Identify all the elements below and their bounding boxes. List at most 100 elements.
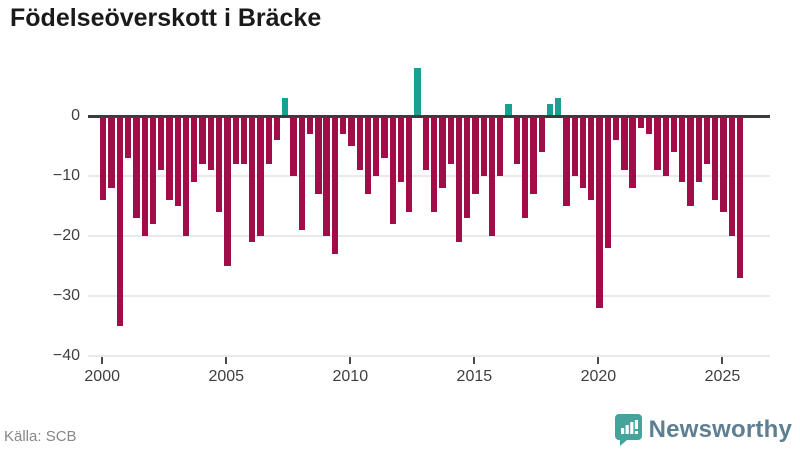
bar-2007-t2	[282, 98, 289, 116]
bar-2006-t1	[249, 116, 256, 242]
bar-2005-t2	[232, 116, 239, 164]
bar-2019-t2	[579, 116, 587, 188]
newsworthy-speech-bubble-chart-icon	[614, 414, 642, 446]
bar-2014-t3	[464, 116, 471, 218]
bar-2015-t2	[480, 116, 487, 176]
bar-2011-t2	[381, 116, 388, 158]
bar-2023-t2	[679, 116, 686, 182]
bar-2002-t2	[158, 116, 165, 170]
bar-2013-t1	[422, 116, 430, 170]
bar-2019-t3	[588, 116, 595, 200]
bar-2016-t2	[505, 104, 512, 116]
x-axis-tick	[349, 357, 352, 364]
y-axis-label: −10	[52, 167, 80, 184]
bar-2010-t2	[356, 116, 363, 170]
x-axis-label: 2010	[332, 368, 369, 385]
bar-2011-t1	[373, 116, 380, 176]
y-gridline	[88, 355, 770, 357]
bar-2016-t3	[513, 116, 520, 164]
x-axis-label: 2005	[208, 368, 245, 385]
x-axis-tick	[721, 357, 724, 364]
bar-2020-t1	[596, 116, 603, 308]
bar-2001-t2	[133, 116, 140, 218]
y-axis-label: −20	[52, 227, 80, 244]
bar-2022-t3	[662, 116, 669, 176]
x-axis-label: 2025	[704, 368, 741, 385]
source-note: Källa: SCB	[4, 428, 77, 445]
y-gridline	[88, 295, 770, 297]
newsworthy-logo[interactable]: Newsworthy	[614, 414, 792, 446]
x-axis-label: 2020	[580, 368, 617, 385]
bar-2010-t1	[348, 116, 355, 146]
bar-2015-t1	[472, 116, 479, 194]
newsworthy-wordmark: Newsworthy	[648, 416, 792, 443]
bar-2000-t2	[108, 116, 115, 188]
bar-2000-t1	[100, 116, 107, 200]
y-gridline	[88, 175, 770, 177]
y-axis-label: −30	[52, 287, 80, 304]
bar-2025-t1	[720, 116, 727, 212]
bar-2005-t3	[240, 116, 248, 164]
bar-2006-t2	[257, 116, 264, 236]
bar-2008-t2	[306, 116, 314, 134]
bar-2020-t3	[612, 116, 620, 140]
bar-2003-t2	[182, 116, 190, 236]
bar-2003-t3	[191, 116, 198, 182]
bar-2001-t3	[141, 116, 148, 236]
bar-2019-t1	[571, 116, 578, 176]
bar-2024-t3	[712, 116, 719, 200]
bar-2023-t1	[670, 116, 678, 152]
bar-2020-t2	[604, 116, 611, 248]
bar-2003-t1	[174, 116, 181, 206]
y-axis-label: 0	[71, 107, 80, 124]
bar-2014-t1	[447, 116, 454, 164]
bar-2025-t2	[728, 116, 736, 236]
bar-2004-t2	[207, 116, 214, 170]
bar-2022-t1	[646, 116, 653, 134]
bar-2023-t3	[687, 116, 694, 206]
bar-2024-t1	[695, 116, 702, 182]
bar-2017-t1	[521, 116, 529, 218]
bar-2021-t2	[629, 116, 636, 188]
bar-2018-t2	[555, 98, 562, 116]
x-axis-label: 2015	[456, 368, 493, 385]
bar-2009-t1	[323, 116, 330, 236]
bar-2017-t2	[530, 116, 537, 194]
bar-2016-t1	[497, 116, 504, 176]
bar-2012-t1	[397, 116, 405, 182]
y-axis-label: −40	[52, 347, 80, 364]
bar-2007-t3	[290, 116, 297, 176]
y-gridline	[88, 235, 770, 237]
bar-2008-t3	[315, 116, 322, 194]
bar-2013-t3	[439, 116, 446, 188]
x-axis-tick	[597, 357, 600, 364]
bar-2021-t1	[621, 116, 628, 170]
bar-2012-t2	[406, 116, 413, 212]
bar-2015-t3	[488, 116, 496, 236]
bar-2000-t3	[116, 116, 124, 326]
bar-2024-t2	[703, 116, 711, 164]
bar-2001-t1	[125, 116, 132, 158]
bar-2007-t1	[273, 116, 281, 140]
bar-2012-t3	[414, 68, 421, 116]
bar-2013-t2	[431, 116, 438, 212]
x-axis-label: 2000	[84, 368, 120, 385]
bar-2008-t1	[298, 116, 305, 230]
bar-2021-t3	[637, 116, 645, 128]
bar-2017-t3	[538, 116, 545, 152]
bar-2014-t2	[455, 116, 463, 242]
x-axis-tick	[473, 357, 476, 364]
bar-2018-t3	[563, 116, 570, 206]
bar-2004-t1	[199, 116, 206, 164]
bar-2002-t1	[149, 116, 157, 224]
bar-2006-t3	[265, 116, 272, 164]
bar-2010-t3	[364, 116, 372, 194]
bar-2009-t2	[331, 116, 339, 254]
zero-axis-line	[88, 114, 770, 118]
bar-2005-t1	[224, 116, 231, 266]
chart-title: Födelseöverskott i Bräcke	[10, 4, 322, 32]
bar-2011-t3	[389, 116, 396, 224]
bar-2004-t3	[215, 116, 223, 212]
bar-2002-t3	[166, 116, 173, 200]
